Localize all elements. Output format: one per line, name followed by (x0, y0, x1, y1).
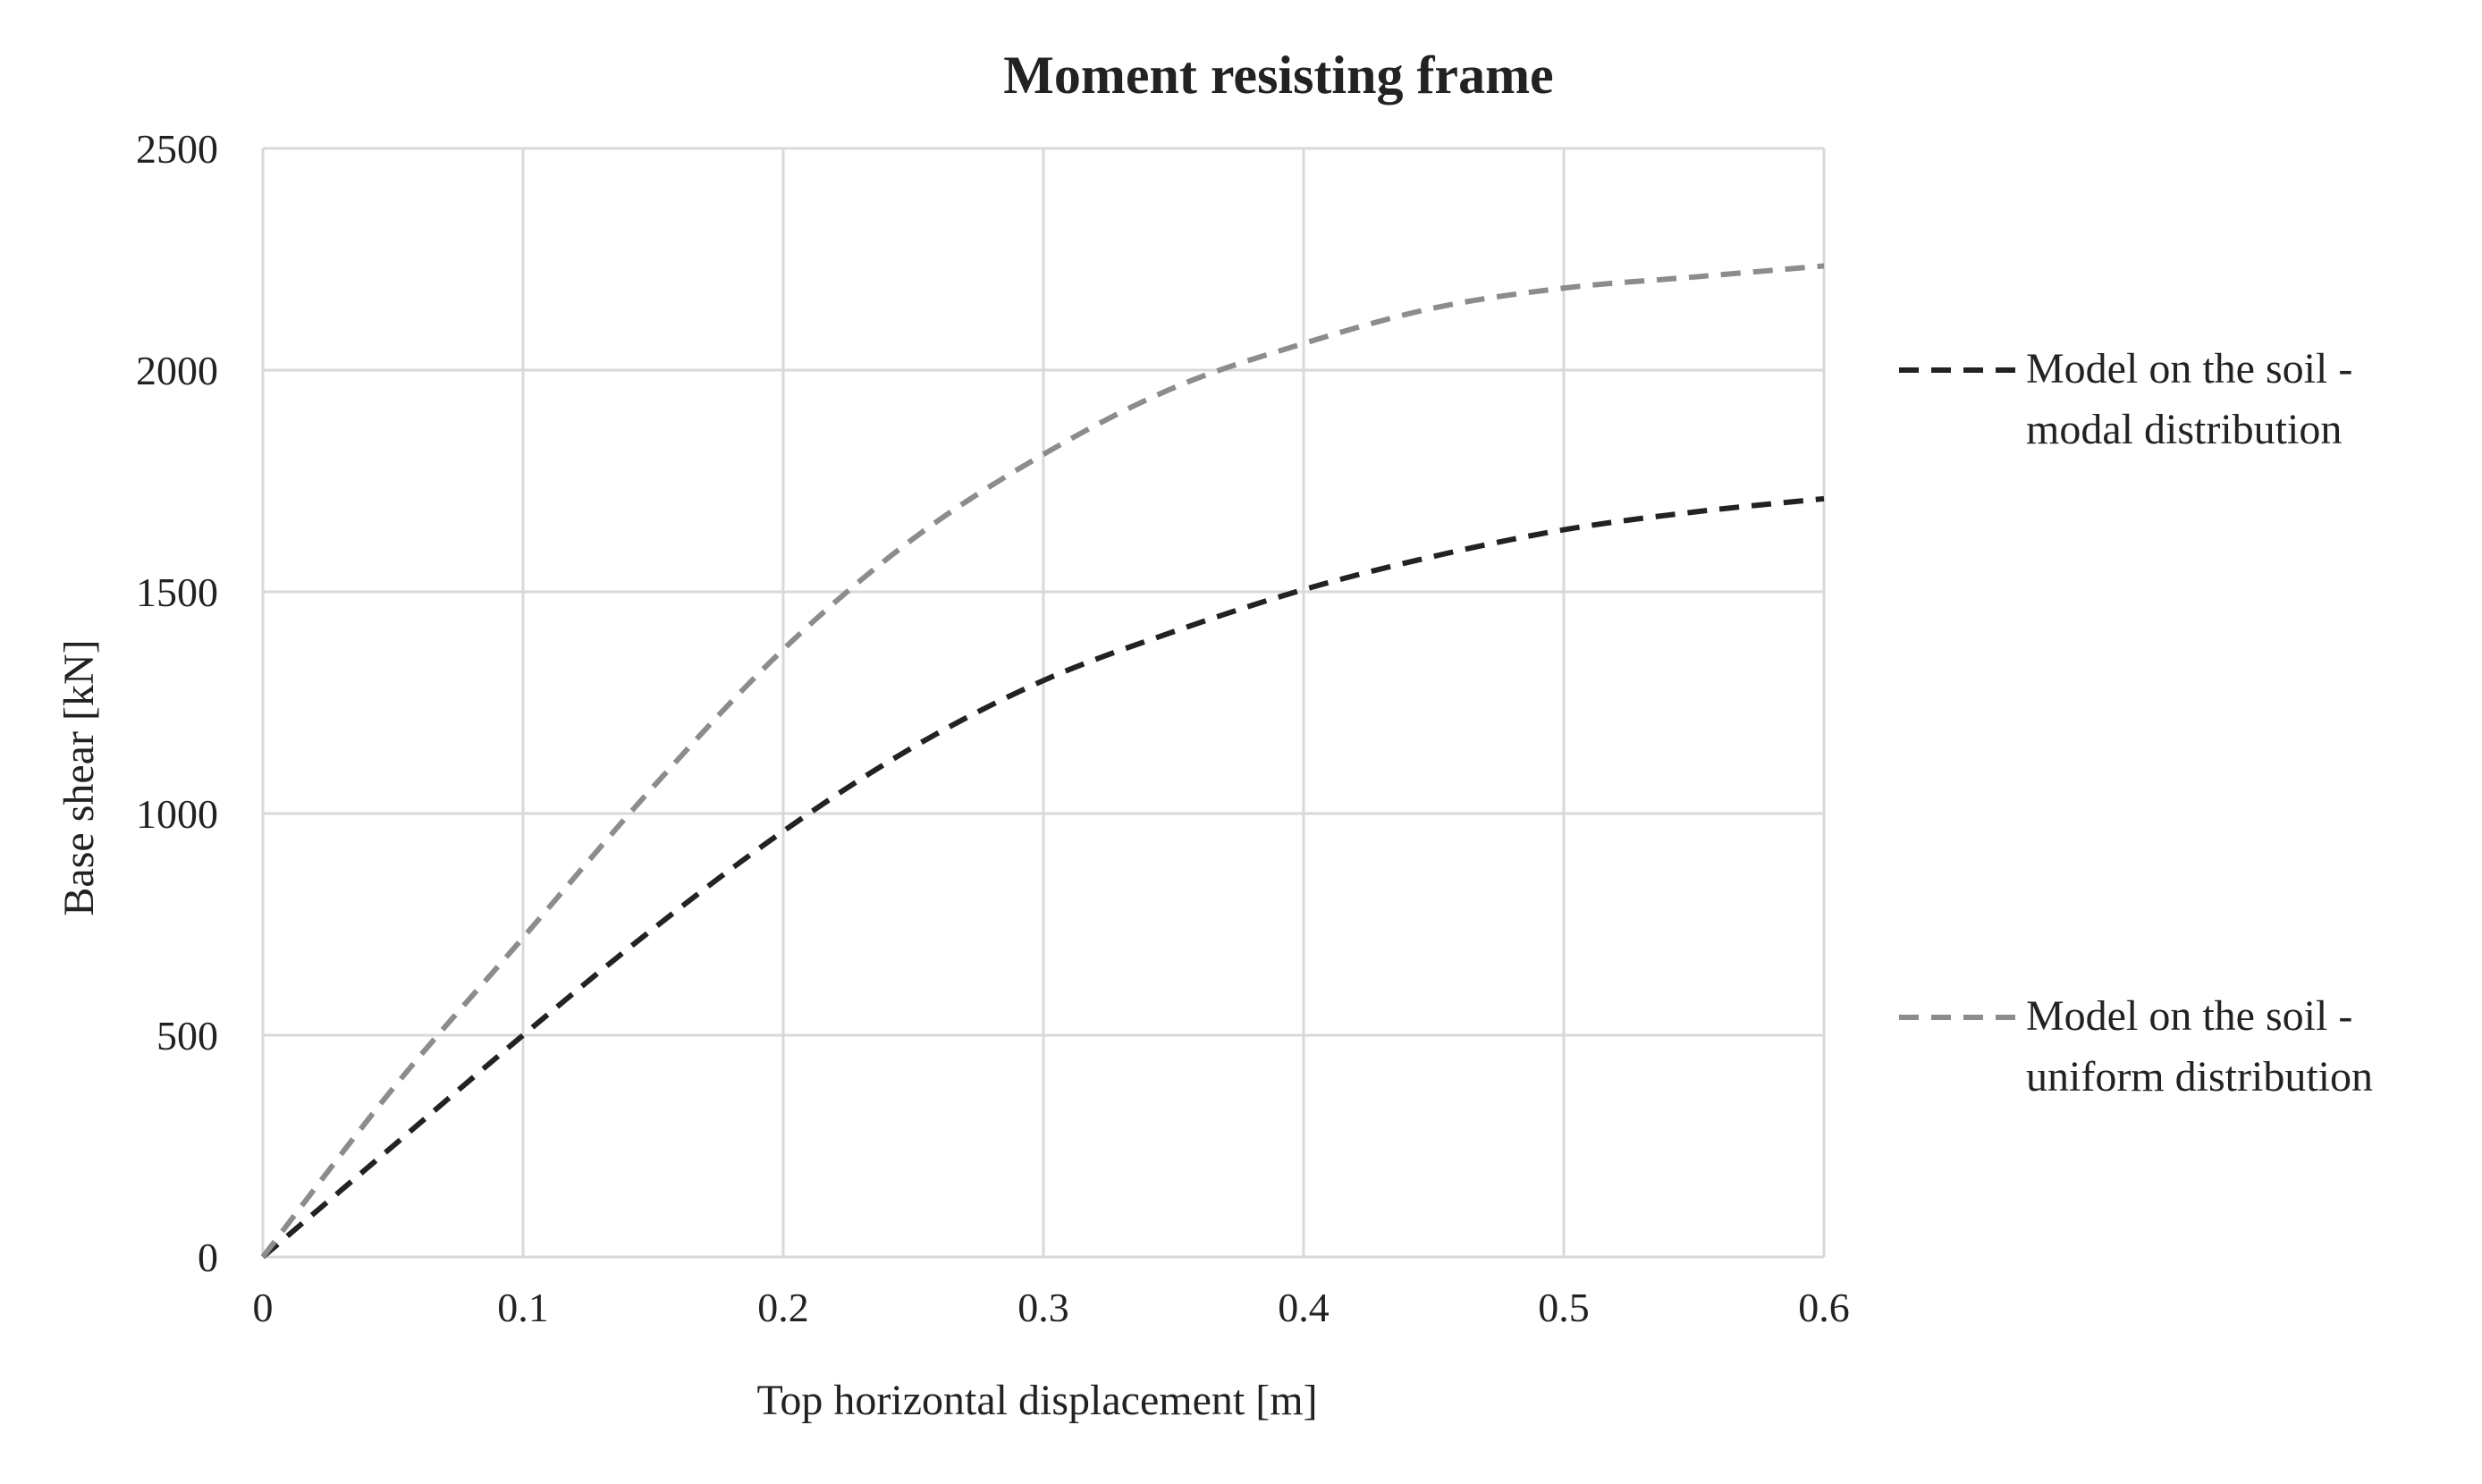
legend-label-2: Model on the soil - (2026, 992, 2352, 1040)
x-axis-title: Top horizontal displacement [m] (756, 1377, 1317, 1424)
x-tick-label: 0.5 (1538, 1285, 1590, 1330)
y-tick-label: 1000 (136, 791, 218, 837)
legend-label-2: uniform distribution (2026, 1053, 2373, 1100)
x-tick-label: 0.4 (1278, 1285, 1330, 1330)
x-tick-label: 0.2 (757, 1285, 809, 1330)
series-lines (260, 263, 1825, 1260)
legend-label-1: modal distribution (2026, 406, 2342, 453)
chart-title: Moment resisting frame (1003, 46, 1553, 105)
y-tick-label: 1500 (136, 569, 218, 615)
y-tick-label: 2000 (136, 348, 218, 393)
y-tick-label: 500 (156, 1013, 218, 1058)
x-tick-label: 0.6 (1798, 1285, 1850, 1330)
x-tick-label: 0.1 (497, 1285, 549, 1330)
tick-labels: 0 0.1 0.2 0.3 0.4 0.5 0.6 0 500 1000 1500 2000 2500 (136, 126, 1850, 1330)
x-tick-label: 0.3 (1017, 1285, 1069, 1330)
grid (261, 147, 1826, 1259)
series-line-1 (261, 495, 1825, 1260)
legend: Model on the soil - modal distribution Mod… (1899, 345, 2373, 1100)
legend-label-1: Model on the soil - (2026, 345, 2352, 392)
y-axis-title: Base shear [kN] (55, 639, 103, 915)
x-tick-label: 0 (253, 1285, 274, 1330)
y-tick-label: 2500 (136, 126, 218, 172)
y-tick-label: 0 (198, 1235, 218, 1280)
series-line-2 (260, 263, 1825, 1259)
